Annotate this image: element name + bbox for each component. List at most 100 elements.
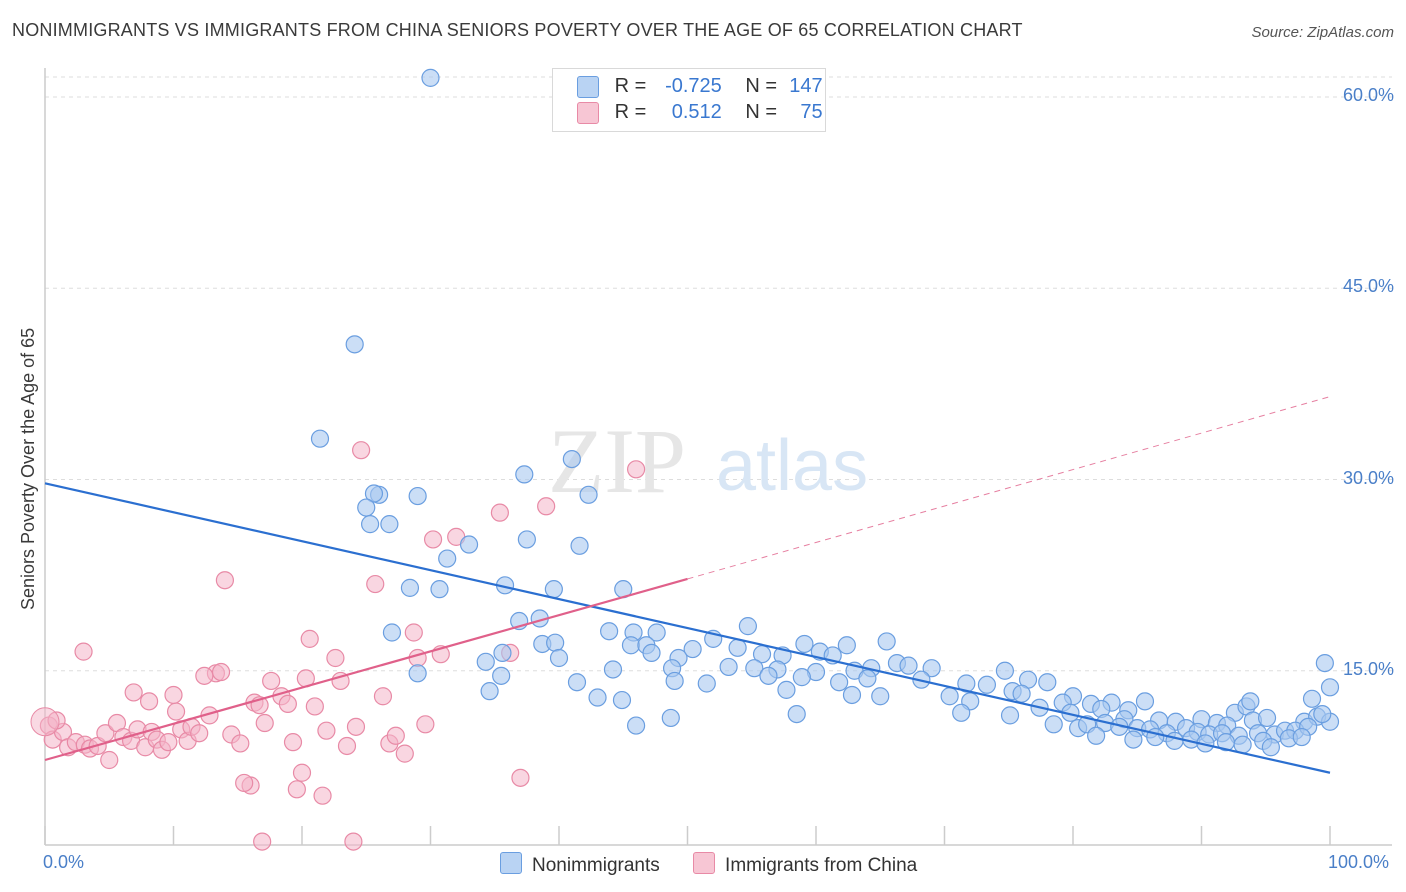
nonimmigrants-point	[382, 623, 402, 642]
nonimmigrants-point	[626, 716, 646, 735]
legend-n-label: N =	[745, 75, 778, 97]
nonimmigrants-point	[1241, 692, 1260, 711]
immigrants-point	[386, 726, 405, 745]
legend-n-value: 75	[800, 101, 823, 123]
legend-r-value: -0.725	[665, 75, 722, 97]
immigrants-point	[366, 574, 385, 594]
nonimmigrants-point	[842, 685, 862, 705]
x-tick-min: 0.0%	[43, 852, 85, 872]
immigrants-point	[190, 724, 209, 743]
nonimmigrants-point	[612, 690, 632, 710]
immigrants-point	[164, 685, 183, 705]
nonimmigrants-point	[357, 498, 376, 517]
nonimmigrants-point	[661, 708, 680, 728]
nonimmigrants-point	[1087, 726, 1106, 745]
nonimmigrants-point	[459, 535, 479, 554]
nonimmigrants-point	[759, 666, 778, 685]
legend-n-value: 147	[789, 75, 823, 97]
nonimmigrants-point	[579, 485, 598, 504]
nonimmigrants-point	[570, 536, 589, 555]
nonimmigrants-point	[1012, 684, 1031, 703]
trend-lines	[44, 396, 1331, 774]
immigrants-point	[395, 744, 414, 763]
nonimmigrants-point	[719, 657, 738, 677]
nonimmigrants-point	[957, 674, 976, 693]
immigrants-point	[215, 571, 234, 590]
nonimmigrants-point	[476, 652, 495, 671]
legend-r-value: 0.512	[671, 101, 722, 123]
immigrants-point	[337, 736, 357, 756]
legend-swatch-pink	[577, 101, 599, 124]
nonimmigrants-point	[364, 484, 384, 503]
nonimmigrants-point	[430, 580, 449, 599]
immigrants-point	[352, 441, 371, 460]
immigrants-point	[159, 733, 178, 752]
nonimmigrants-point	[1315, 653, 1334, 673]
immigrants-point	[195, 666, 214, 685]
immigrants-point	[416, 715, 435, 734]
nonimmigrants-point	[408, 664, 427, 683]
immigrants-point	[253, 832, 272, 851]
immigrants-point	[211, 662, 231, 682]
nonimmigrants-point	[1257, 708, 1277, 728]
nonimmigrants-point	[480, 682, 499, 701]
nonimmigrants-point	[1000, 706, 1020, 725]
immigrants-point	[292, 763, 312, 782]
y-tick-label: 15.0%	[1342, 658, 1394, 679]
nonimmigrants-point	[492, 666, 511, 685]
nonimmigrants-point	[871, 687, 890, 706]
nonimmigrants-point	[400, 578, 420, 597]
nonimmigrants-point	[380, 515, 399, 534]
nonimmigrants-points	[310, 68, 1340, 757]
nonimmigrants-point	[1292, 727, 1311, 747]
nonimmigrants-point	[621, 636, 641, 655]
immigrants-point	[313, 786, 332, 805]
immigrants-point	[30, 707, 60, 737]
nonimmigrants-point	[683, 639, 702, 659]
nonimmigrants-point	[1302, 689, 1322, 708]
immigrants-point	[346, 717, 366, 736]
immigrants-point	[96, 724, 115, 743]
nonimmigrants-point	[515, 465, 534, 484]
immigrants-point	[331, 671, 350, 691]
nonimmigrants-point	[787, 704, 806, 724]
nonimmigrants-point	[1320, 678, 1340, 697]
immigrants-point	[278, 694, 297, 714]
nonimmigrants-point	[995, 661, 1014, 680]
nonimmigrants-point	[745, 659, 764, 678]
nonimmigrants-point	[642, 643, 661, 663]
nonimmigrants-point	[940, 687, 959, 706]
chart-title: NONIMMIGRANTS VS IMMIGRANTS FROM CHINA S…	[12, 20, 1023, 40]
immigrants-point	[235, 773, 254, 793]
nonimmigrants-point	[517, 530, 536, 549]
immigrants-point	[283, 733, 303, 752]
immigrants-point	[317, 721, 336, 740]
nonimmigrants-point	[603, 660, 623, 679]
immigrants-point	[404, 623, 423, 642]
y-tick-label: 30.0%	[1342, 467, 1394, 488]
nonimmigrants-point	[858, 669, 877, 688]
immigrants-point	[255, 713, 274, 733]
legend-label: Nonimmigrants	[532, 855, 660, 876]
legend-item-nonimmigrants: Nonimmigrants	[500, 852, 660, 877]
immigrants-point	[139, 692, 159, 711]
nonimmigrants-point	[408, 486, 427, 506]
nonimmigrants-point	[1135, 692, 1155, 711]
nonimmigrants-point	[795, 634, 814, 654]
nonimmigrants-point	[493, 643, 512, 663]
nonimmigrants-point	[792, 668, 811, 687]
immigrants-point	[626, 460, 646, 479]
series-legend: Nonimmigrants Immigrants from China	[500, 852, 945, 877]
immigrants-point	[408, 648, 427, 668]
immigrants-trend-line	[44, 577, 688, 762]
legend-r-label: R =	[614, 101, 647, 123]
nonimmigrants-point	[1124, 730, 1143, 749]
immigrants-point	[537, 497, 556, 516]
watermark-atlas: atlas	[716, 426, 868, 506]
gridlines	[45, 76, 1392, 672]
nonimmigrants-point	[877, 632, 896, 651]
nonimmigrants-point	[438, 549, 457, 568]
nonimmigrants-point	[728, 638, 747, 657]
immigrants-trend-extension	[687, 396, 1331, 580]
